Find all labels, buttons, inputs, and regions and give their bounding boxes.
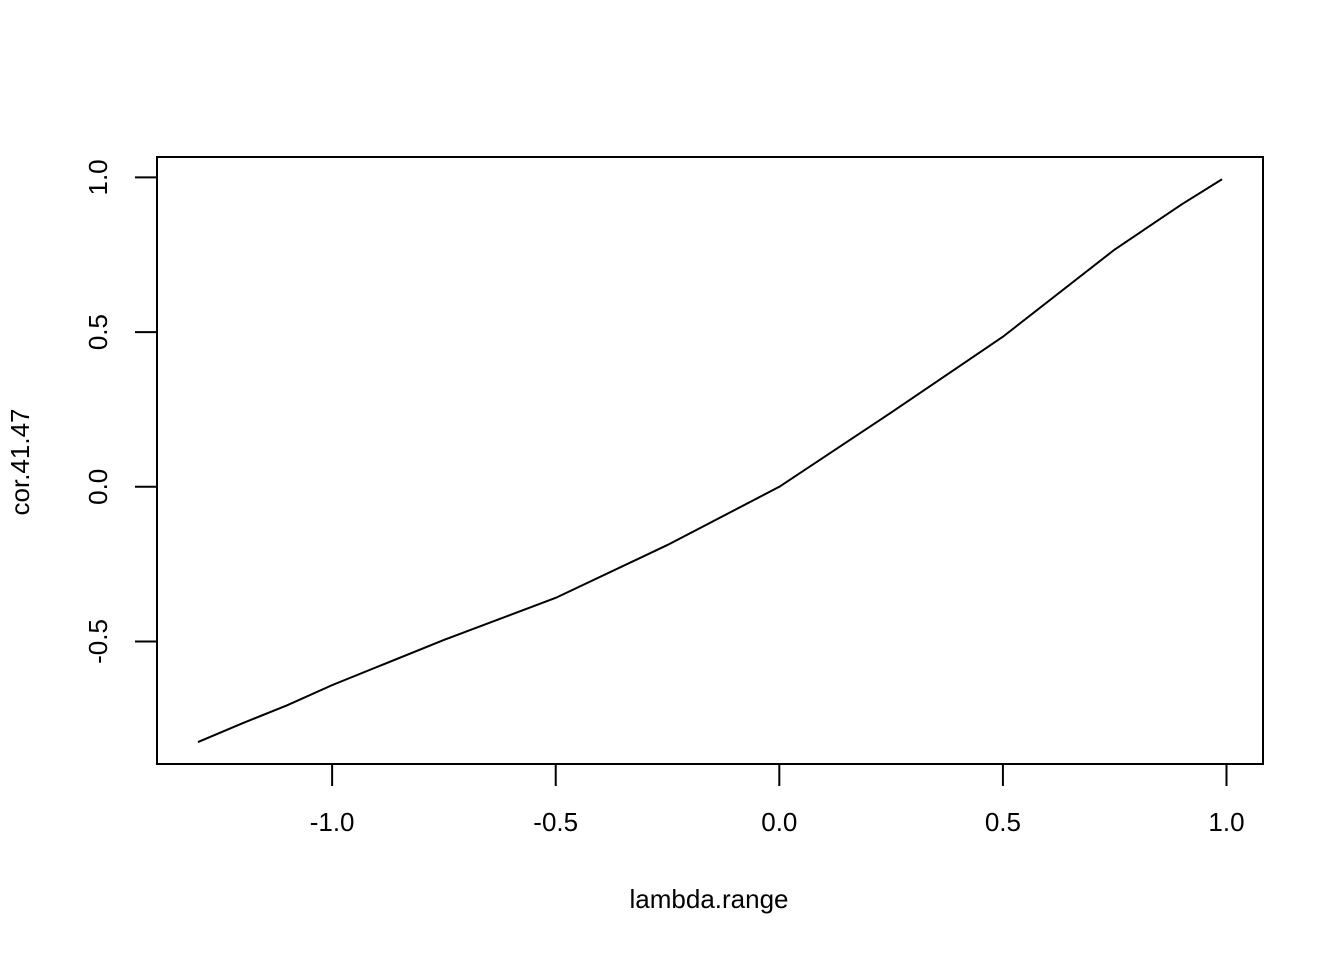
y-tick-label: 0.5 xyxy=(83,314,113,350)
x-tick-label: 0.0 xyxy=(761,807,797,837)
x-tick-label: -1.0 xyxy=(310,807,355,837)
y-tick-label: -0.5 xyxy=(83,619,113,664)
y-tick-label: 1.0 xyxy=(83,159,113,195)
x-tick-label: 0.5 xyxy=(985,807,1021,837)
data-line xyxy=(197,178,1223,743)
x-tick-label: 1.0 xyxy=(1208,807,1244,837)
x-tick-label: -0.5 xyxy=(533,807,578,837)
x-axis-label: lambda.range xyxy=(630,884,789,914)
y-axis-label: cor.41.47 xyxy=(5,409,35,516)
plot-box xyxy=(156,156,1264,765)
y-tick-label: 0.0 xyxy=(83,469,113,505)
